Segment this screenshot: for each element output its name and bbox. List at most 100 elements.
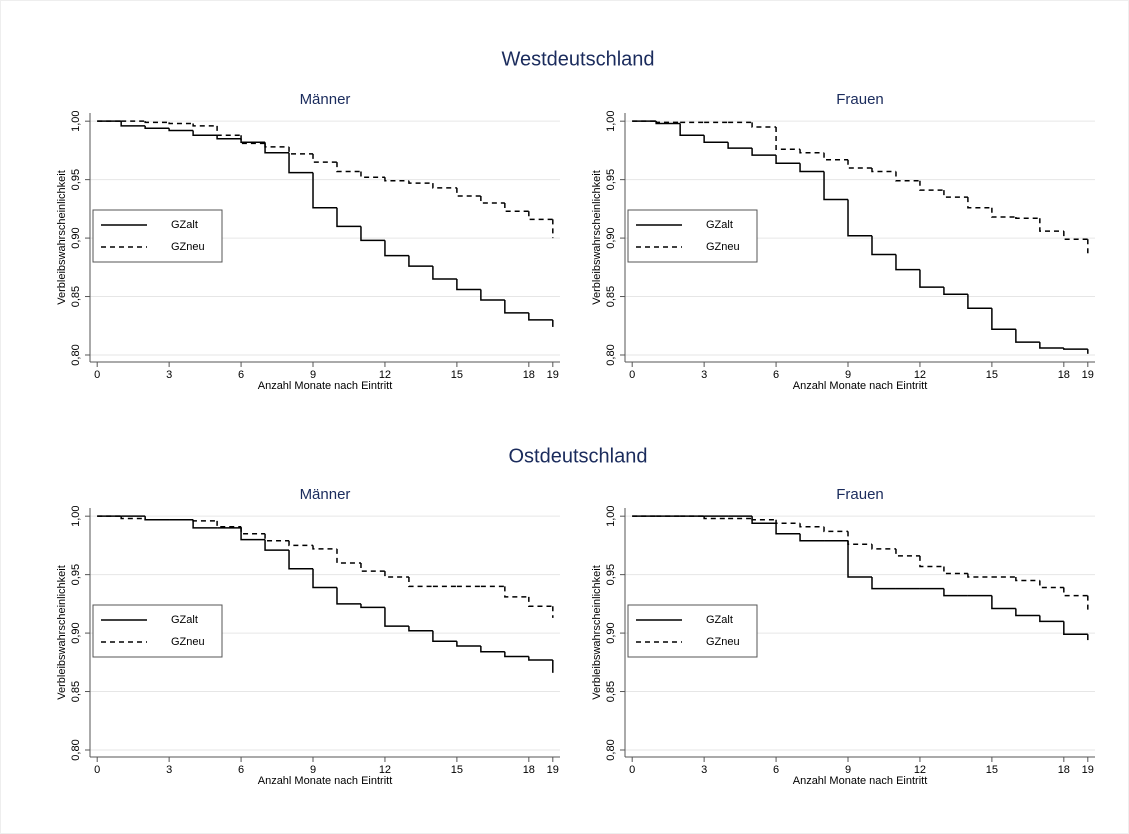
x-tick-label: 9 bbox=[310, 369, 316, 381]
step-segment bbox=[384, 177, 409, 182]
step-segment bbox=[192, 519, 218, 529]
step-segment bbox=[288, 550, 314, 570]
step-segment bbox=[775, 127, 801, 150]
step-segment bbox=[991, 595, 1016, 610]
legend-label: GZneu bbox=[706, 636, 740, 648]
legend-label: GZneu bbox=[171, 636, 205, 648]
y-tick-label: 1,00 bbox=[605, 110, 617, 131]
x-tick-label: 6 bbox=[238, 764, 244, 776]
step-segment bbox=[751, 516, 777, 524]
step-segment bbox=[480, 289, 505, 301]
step-segment bbox=[240, 135, 266, 145]
step-segment bbox=[336, 207, 361, 228]
step-segment bbox=[168, 122, 194, 125]
step-segment bbox=[408, 255, 433, 267]
step-segment bbox=[384, 607, 409, 627]
series-line bbox=[97, 120, 554, 239]
step-segment bbox=[216, 125, 242, 136]
y-tick-label: 1,00 bbox=[70, 505, 82, 526]
x-axis-label: Anzahl Monate nach Eintritt bbox=[258, 775, 393, 787]
y-tick-label: 0,95 bbox=[70, 169, 82, 190]
x-tick-label: 3 bbox=[166, 764, 172, 776]
y-axis-label: Verbleibswahrscheinlichkeit bbox=[56, 170, 68, 305]
step-segment bbox=[264, 533, 290, 542]
x-tick-label: 12 bbox=[914, 764, 926, 776]
step-segment bbox=[1015, 608, 1040, 617]
y-tick-label: 0,90 bbox=[605, 227, 617, 248]
step-segment bbox=[751, 148, 777, 156]
y-axis-label: Verbleibswahrscheinlichkeit bbox=[56, 565, 68, 700]
step-segment bbox=[1015, 217, 1040, 219]
step-segment bbox=[360, 226, 385, 242]
step-segment bbox=[456, 279, 481, 291]
step-segment bbox=[336, 587, 361, 605]
step-segment bbox=[144, 121, 170, 124]
step-segment bbox=[943, 588, 968, 597]
step-segment bbox=[360, 562, 385, 572]
step-segment bbox=[1015, 329, 1040, 343]
y-tick-label: 0,85 bbox=[605, 286, 617, 307]
x-tick-label: 12 bbox=[379, 764, 391, 776]
step-segment bbox=[312, 172, 337, 209]
x-tick-label: 19 bbox=[1082, 764, 1094, 776]
step-segment bbox=[919, 269, 944, 288]
x-axis-label: Anzahl Monate nach Eintritt bbox=[793, 380, 928, 392]
step-segment bbox=[408, 576, 433, 588]
x-tick-label: 0 bbox=[629, 369, 635, 381]
step-segment bbox=[384, 240, 409, 257]
x-tick-label: 6 bbox=[238, 369, 244, 381]
x-tick-label: 9 bbox=[845, 369, 851, 381]
step-segment bbox=[288, 540, 314, 547]
panel-title: Frauen bbox=[836, 486, 884, 503]
step-segment bbox=[871, 576, 896, 590]
step-segment bbox=[432, 266, 457, 280]
step-segment bbox=[991, 207, 1016, 218]
step-segment bbox=[408, 180, 433, 184]
step-segment bbox=[192, 130, 218, 136]
step-segment bbox=[775, 155, 801, 165]
step-segment bbox=[456, 187, 481, 197]
legend-label: GZalt bbox=[706, 614, 733, 626]
x-tick-label: 12 bbox=[379, 369, 391, 381]
panel-title: Männer bbox=[300, 91, 351, 108]
step-segment bbox=[991, 308, 1016, 331]
panel-title: Frauen bbox=[836, 91, 884, 108]
step-segment bbox=[528, 312, 553, 321]
step-segment bbox=[504, 586, 529, 598]
step-segment bbox=[408, 626, 433, 632]
step-segment bbox=[775, 523, 801, 535]
series-line bbox=[632, 120, 1089, 255]
y-tick-label: 0,80 bbox=[605, 344, 617, 365]
x-tick-label: 6 bbox=[773, 369, 779, 381]
series-line bbox=[632, 120, 1089, 354]
step-segment bbox=[288, 146, 314, 155]
step-segment bbox=[1039, 218, 1064, 232]
step-segment bbox=[216, 520, 242, 528]
y-tick-label: 0,85 bbox=[605, 681, 617, 702]
x-tick-label: 0 bbox=[94, 369, 100, 381]
x-tick-label: 19 bbox=[547, 369, 559, 381]
step-segment bbox=[799, 523, 825, 528]
step-segment bbox=[847, 159, 872, 169]
step-segment bbox=[1063, 347, 1088, 350]
x-axis-label: Anzahl Monate nach Eintritt bbox=[258, 380, 393, 392]
step-segment bbox=[120, 516, 146, 520]
step-segment bbox=[871, 235, 896, 256]
step-segment bbox=[192, 123, 218, 127]
step-segment bbox=[264, 143, 290, 148]
step-segment bbox=[360, 171, 385, 179]
step-segment bbox=[1039, 615, 1064, 623]
panel-title: Männer bbox=[300, 486, 351, 503]
y-tick-label: 0,90 bbox=[70, 622, 82, 643]
step-segment bbox=[967, 294, 992, 309]
step-segment bbox=[823, 526, 849, 533]
step-segment bbox=[967, 197, 992, 209]
step-segment bbox=[1039, 342, 1064, 349]
step-segment bbox=[895, 548, 920, 557]
step-segment bbox=[751, 518, 777, 521]
step-segment bbox=[504, 651, 529, 658]
step-segment bbox=[847, 199, 872, 237]
step-segment bbox=[528, 656, 553, 661]
step-segment bbox=[1063, 587, 1088, 597]
